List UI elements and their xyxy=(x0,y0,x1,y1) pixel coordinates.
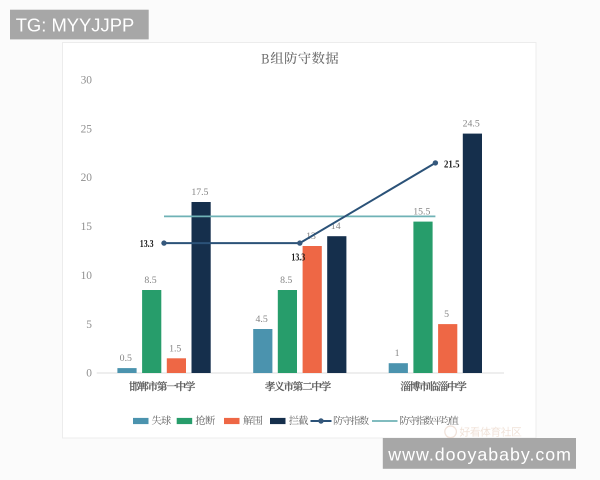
svg-text:10: 10 xyxy=(81,270,93,282)
svg-text:0.5: 0.5 xyxy=(120,353,132,364)
svg-text:30: 30 xyxy=(81,75,93,87)
svg-text:24.5: 24.5 xyxy=(463,119,480,130)
svg-text:13.3: 13.3 xyxy=(140,239,154,250)
svg-text:0: 0 xyxy=(86,368,92,380)
svg-text:TG: MYYJJPP: TG: MYYJJPP xyxy=(16,15,135,36)
svg-text:14: 14 xyxy=(331,221,341,232)
svg-text:1: 1 xyxy=(395,348,400,359)
svg-text:13.3: 13.3 xyxy=(291,253,305,264)
svg-text:4.5: 4.5 xyxy=(255,314,267,325)
svg-text:www.dooyababy.com: www.dooyababy.com xyxy=(387,445,572,465)
svg-text:5: 5 xyxy=(444,309,449,320)
svg-text:15.5: 15.5 xyxy=(413,207,430,218)
svg-text:15: 15 xyxy=(81,221,93,233)
svg-text:1.5: 1.5 xyxy=(169,343,181,354)
svg-text:B: B xyxy=(261,51,269,67)
svg-text:20: 20 xyxy=(81,172,93,184)
svg-text:17.5: 17.5 xyxy=(191,187,208,198)
svg-text:21.5: 21.5 xyxy=(444,159,460,170)
svg-text:5: 5 xyxy=(86,319,92,331)
svg-text:8.5: 8.5 xyxy=(144,275,156,286)
svg-text:25: 25 xyxy=(81,123,93,135)
svg-text:8.5: 8.5 xyxy=(280,275,292,286)
